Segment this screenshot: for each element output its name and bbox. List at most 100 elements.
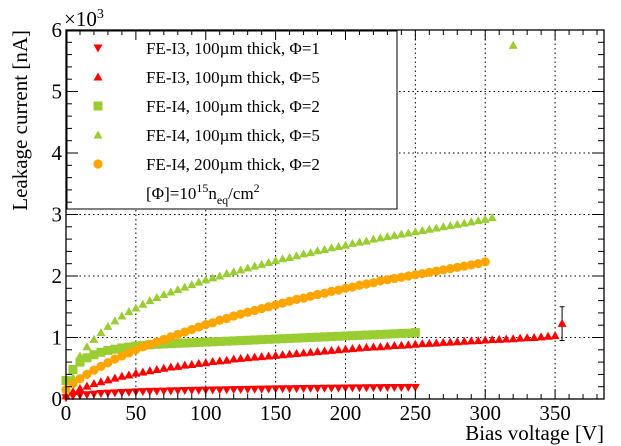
data-point — [313, 347, 323, 356]
y-tick-label: 3 — [52, 203, 63, 227]
data-point — [243, 307, 253, 317]
series-fe-i4-100-m-thick-5 — [68, 40, 518, 381]
data-point — [333, 384, 343, 393]
data-point — [124, 388, 134, 397]
data-point — [243, 353, 253, 362]
data-point — [340, 240, 350, 249]
data-point — [347, 282, 358, 292]
data-point — [382, 329, 392, 339]
data-point — [299, 249, 309, 258]
data-point — [96, 377, 106, 386]
data-point — [368, 234, 378, 243]
data-point — [487, 213, 497, 222]
data-point — [173, 285, 183, 294]
legend-marker — [93, 44, 103, 53]
data-point — [173, 387, 183, 396]
data-point — [96, 361, 106, 372]
series-fe-i4-100-m-thick-2 — [61, 328, 420, 386]
data-point — [445, 221, 455, 230]
data-point — [333, 331, 343, 341]
data-point — [166, 339, 176, 349]
data-point — [424, 267, 434, 277]
data-point — [361, 384, 371, 393]
data-point — [103, 321, 113, 330]
data-point — [368, 330, 378, 340]
data-point — [194, 322, 204, 332]
data-point — [166, 287, 176, 296]
data-point — [529, 333, 539, 341]
data-point — [138, 367, 148, 376]
data-point — [257, 259, 267, 268]
data-point — [173, 338, 183, 348]
data-point — [229, 311, 239, 321]
data-point — [236, 353, 246, 362]
data-point — [403, 271, 413, 281]
data-point — [131, 345, 141, 355]
series-layer — [61, 40, 567, 403]
data-point — [208, 318, 218, 328]
data-point — [89, 334, 99, 343]
data-point — [313, 246, 323, 255]
data-point — [180, 282, 190, 291]
data-point — [403, 228, 413, 237]
data-point — [187, 280, 197, 289]
x-tick-label: 100 — [190, 401, 222, 425]
data-point — [208, 356, 218, 365]
data-point — [152, 387, 162, 396]
data-point — [327, 243, 337, 252]
data-point — [68, 379, 78, 389]
x-tick-label: 250 — [400, 401, 432, 425]
data-point — [243, 263, 253, 272]
data-point — [368, 342, 378, 351]
data-point — [480, 257, 490, 267]
data-point — [257, 303, 267, 314]
data-point — [194, 277, 204, 286]
data-point — [103, 389, 113, 398]
legend-item: FE-I4, 200µm thick, Φ=2 — [93, 155, 320, 174]
data-point — [459, 336, 469, 345]
x-tick-label: 150 — [260, 401, 292, 425]
data-point — [264, 351, 274, 360]
data-point — [159, 387, 169, 396]
data-point — [424, 224, 434, 233]
data-point — [361, 279, 372, 289]
data-point — [277, 298, 288, 308]
data-point — [438, 265, 448, 275]
data-point — [180, 338, 190, 348]
data-point — [229, 386, 239, 395]
x-axis-title: Bias voltage [V] — [465, 421, 604, 445]
data-point — [333, 285, 344, 295]
data-point — [382, 275, 393, 285]
data-point — [480, 335, 490, 344]
data-point — [410, 328, 420, 338]
data-point — [110, 316, 120, 325]
data-point — [173, 361, 183, 370]
data-point — [124, 307, 134, 316]
data-point — [298, 293, 309, 303]
data-point — [466, 336, 476, 345]
data-point — [103, 358, 113, 368]
data-point — [271, 350, 281, 359]
data-point — [382, 341, 392, 350]
data-point — [82, 381, 92, 390]
data-point — [145, 339, 155, 349]
y-tick-label: 4 — [52, 141, 63, 165]
data-point — [82, 342, 92, 351]
legend-fluence-unit-note: [Φ]=1015neq/cm2 — [146, 181, 260, 207]
data-point — [431, 266, 441, 276]
y-axis-title: Leakage current [nA] — [8, 30, 32, 211]
data-point — [89, 379, 99, 388]
y-tick-label: 2 — [52, 264, 63, 288]
data-point — [312, 289, 323, 300]
data-point — [194, 386, 204, 395]
data-point — [466, 260, 476, 270]
y-tick-label: 5 — [52, 80, 63, 104]
data-point — [389, 230, 399, 239]
data-point — [208, 386, 218, 395]
legend-item: FE-I4, 100µm thick, Φ=2 — [93, 97, 320, 116]
data-point — [278, 350, 288, 359]
data-point — [319, 288, 330, 298]
data-point — [250, 385, 260, 394]
data-point — [501, 334, 511, 343]
